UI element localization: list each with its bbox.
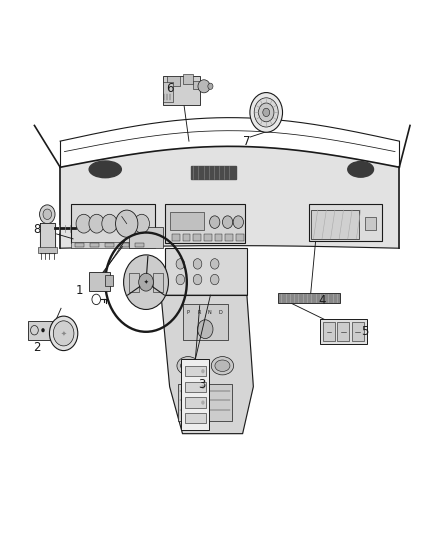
Circle shape: [176, 259, 185, 269]
Circle shape: [201, 385, 205, 389]
Bar: [28, 321, 52, 340]
Bar: [129, 273, 139, 292]
Bar: [193, 233, 201, 241]
Bar: [75, 243, 84, 247]
Polygon shape: [60, 147, 399, 248]
Bar: [204, 233, 212, 241]
Circle shape: [53, 321, 74, 346]
Bar: [129, 228, 163, 248]
Circle shape: [208, 83, 213, 90]
Circle shape: [201, 369, 205, 373]
Bar: [166, 248, 247, 295]
Text: 2: 2: [33, 341, 40, 354]
Circle shape: [209, 216, 220, 228]
Ellipse shape: [180, 360, 196, 372]
Circle shape: [176, 274, 185, 285]
Ellipse shape: [348, 161, 374, 177]
Bar: [167, 76, 180, 86]
Bar: [71, 242, 155, 248]
Circle shape: [124, 255, 169, 310]
Bar: [183, 304, 228, 340]
Polygon shape: [39, 223, 55, 254]
Bar: [170, 212, 204, 230]
Circle shape: [258, 103, 274, 122]
Bar: [236, 233, 244, 241]
Bar: [185, 413, 206, 423]
Bar: [89, 272, 110, 290]
Circle shape: [43, 209, 52, 220]
Text: D: D: [219, 310, 222, 314]
Bar: [38, 247, 57, 254]
Circle shape: [223, 216, 233, 228]
Circle shape: [250, 93, 283, 132]
Text: 5: 5: [361, 325, 369, 338]
Circle shape: [139, 273, 153, 291]
Circle shape: [263, 108, 270, 117]
Text: R: R: [197, 310, 201, 314]
Text: N: N: [208, 310, 212, 314]
Circle shape: [41, 328, 45, 332]
Bar: [309, 204, 382, 241]
Circle shape: [210, 274, 219, 285]
Bar: [120, 243, 129, 247]
Bar: [172, 233, 180, 241]
Circle shape: [201, 400, 205, 405]
Bar: [135, 243, 144, 247]
Text: 1: 1: [76, 284, 83, 296]
Bar: [185, 382, 206, 392]
Ellipse shape: [89, 161, 121, 177]
Ellipse shape: [215, 360, 230, 372]
Ellipse shape: [198, 80, 210, 93]
Bar: [181, 359, 209, 430]
Polygon shape: [161, 295, 253, 434]
Ellipse shape: [177, 357, 199, 375]
Circle shape: [193, 259, 202, 269]
Bar: [185, 366, 206, 376]
Circle shape: [210, 259, 219, 269]
Text: 7: 7: [243, 135, 251, 148]
Bar: [71, 204, 155, 243]
Bar: [278, 293, 340, 303]
Bar: [178, 384, 232, 421]
Bar: [183, 233, 190, 241]
Bar: [153, 273, 163, 292]
Bar: [90, 243, 99, 247]
Circle shape: [76, 214, 92, 233]
Bar: [191, 166, 236, 179]
Circle shape: [102, 214, 117, 233]
Circle shape: [193, 274, 202, 285]
Circle shape: [233, 216, 244, 228]
Circle shape: [89, 214, 104, 233]
Bar: [352, 322, 364, 341]
Bar: [193, 80, 201, 89]
Circle shape: [39, 205, 55, 224]
Text: ✦: ✦: [61, 330, 67, 336]
Bar: [163, 76, 200, 104]
Text: 8: 8: [33, 223, 40, 237]
Circle shape: [49, 316, 78, 351]
Circle shape: [134, 214, 149, 233]
Circle shape: [116, 210, 138, 237]
Text: 4: 4: [318, 294, 326, 307]
Text: 6: 6: [166, 83, 173, 95]
Bar: [215, 233, 223, 241]
Bar: [320, 319, 367, 344]
Bar: [226, 233, 233, 241]
Bar: [183, 74, 193, 84]
Text: P: P: [187, 310, 190, 314]
Bar: [365, 217, 376, 230]
Circle shape: [198, 320, 213, 338]
Ellipse shape: [211, 357, 233, 375]
Bar: [105, 243, 114, 247]
Bar: [311, 210, 358, 239]
Bar: [337, 322, 350, 341]
Text: 3: 3: [198, 377, 205, 391]
Bar: [166, 204, 245, 243]
Circle shape: [254, 98, 278, 127]
Bar: [163, 82, 173, 102]
Bar: [323, 322, 336, 341]
Text: ✦: ✦: [144, 280, 148, 285]
Bar: [185, 397, 206, 408]
Bar: [105, 275, 113, 286]
